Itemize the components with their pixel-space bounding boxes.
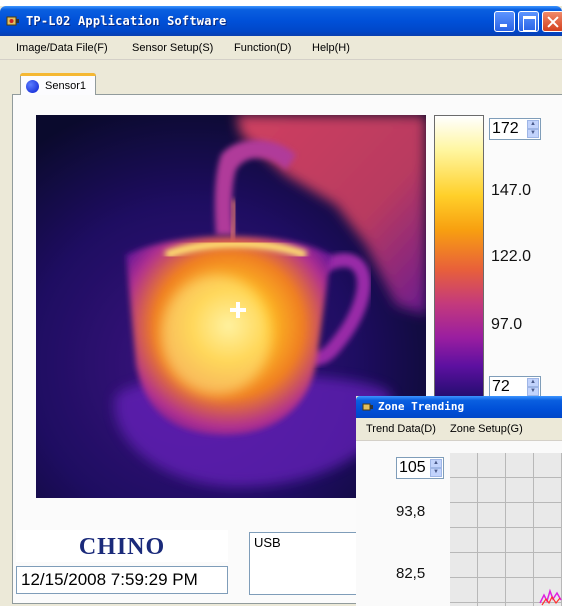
- datetime-value: 12/15/2008 7:59:29 PM: [21, 570, 198, 589]
- zone-scale-value: 105: [399, 459, 426, 476]
- top-strip: [0, 0, 562, 6]
- connection-status-box: USB: [249, 532, 357, 595]
- zone-spin-buttons[interactable]: ▲ ▼: [430, 459, 442, 477]
- datetime-field: 12/15/2008 7:59:29 PM: [16, 566, 228, 594]
- menu-function[interactable]: Function(D): [234, 42, 292, 54]
- window-title: TP-L02 Application Software: [26, 14, 227, 28]
- scale-min-spin-buttons[interactable]: ▲ ▼: [527, 378, 539, 396]
- spin-down-icon[interactable]: ▼: [430, 468, 442, 477]
- zone-window-title: Zone Trending: [378, 400, 465, 413]
- title-bar[interactable]: TP-L02 Application Software: [0, 6, 562, 36]
- zone-scale-spinner[interactable]: 105 ▲ ▼: [396, 457, 444, 479]
- menu-help[interactable]: Help(H): [312, 42, 350, 54]
- zone-title-bar[interactable]: Zone Trending: [356, 396, 562, 418]
- menu-trend-data[interactable]: Trend Data(D): [366, 423, 436, 435]
- scale-min-value: 72: [492, 378, 510, 395]
- trend-lines: [539, 588, 562, 606]
- menu-image-data-file[interactable]: Image/Data File(F): [16, 42, 108, 54]
- scale-tick-147: 147.0: [491, 182, 532, 199]
- sensor-dot-icon: [26, 80, 39, 93]
- zone-trend-area: 105 ▲ ▼ 93,8 82,5: [356, 440, 562, 606]
- chino-logo: CHINO: [78, 534, 166, 560]
- scale-max-spinner[interactable]: 172 ▲ ▼: [489, 118, 541, 140]
- spin-down-icon[interactable]: ▼: [527, 129, 539, 138]
- temperature-scale-bar: [434, 115, 484, 401]
- zone-tick-93-8: 93,8: [396, 503, 426, 520]
- connection-status: USB: [254, 535, 281, 550]
- tab-sensor1[interactable]: Sensor1: [20, 73, 96, 95]
- zone-app-icon: [362, 403, 373, 411]
- scale-min-spinner[interactable]: 72 ▲ ▼: [489, 376, 541, 398]
- app-icon: [6, 16, 19, 26]
- scale-tick-122: 122.0: [491, 248, 532, 265]
- zone-menu-bar: Trend Data(D) Zone Setup(G): [356, 418, 562, 440]
- zone-tick-82-5: 82,5: [396, 565, 426, 582]
- menu-zone-setup[interactable]: Zone Setup(G): [450, 423, 523, 435]
- spin-up-icon[interactable]: ▲: [527, 378, 539, 387]
- close-button[interactable]: [542, 11, 562, 32]
- logo-area: CHINO: [16, 530, 228, 562]
- tab-sensor1-label: Sensor1: [45, 80, 86, 92]
- maximize-button[interactable]: [518, 11, 539, 32]
- scale-max-spin-buttons[interactable]: ▲ ▼: [527, 120, 539, 138]
- scale-tick-97: 97.0: [491, 316, 523, 333]
- spin-up-icon[interactable]: ▲: [430, 459, 442, 468]
- crosshair-marker[interactable]: [230, 302, 246, 318]
- spin-down-icon[interactable]: ▼: [527, 387, 539, 396]
- menu-bar: Image/Data File(F) Sensor Setup(S) Funct…: [0, 36, 562, 60]
- spin-up-icon[interactable]: ▲: [527, 120, 539, 129]
- minimize-button[interactable]: [494, 11, 515, 32]
- zone-trend-grid[interactable]: [450, 453, 562, 606]
- zone-trending-window: Zone Trending Trend Data(D) Zone Setup(G…: [356, 396, 562, 606]
- menu-sensor-setup[interactable]: Sensor Setup(S): [132, 42, 214, 54]
- scale-max-value: 172: [492, 120, 519, 137]
